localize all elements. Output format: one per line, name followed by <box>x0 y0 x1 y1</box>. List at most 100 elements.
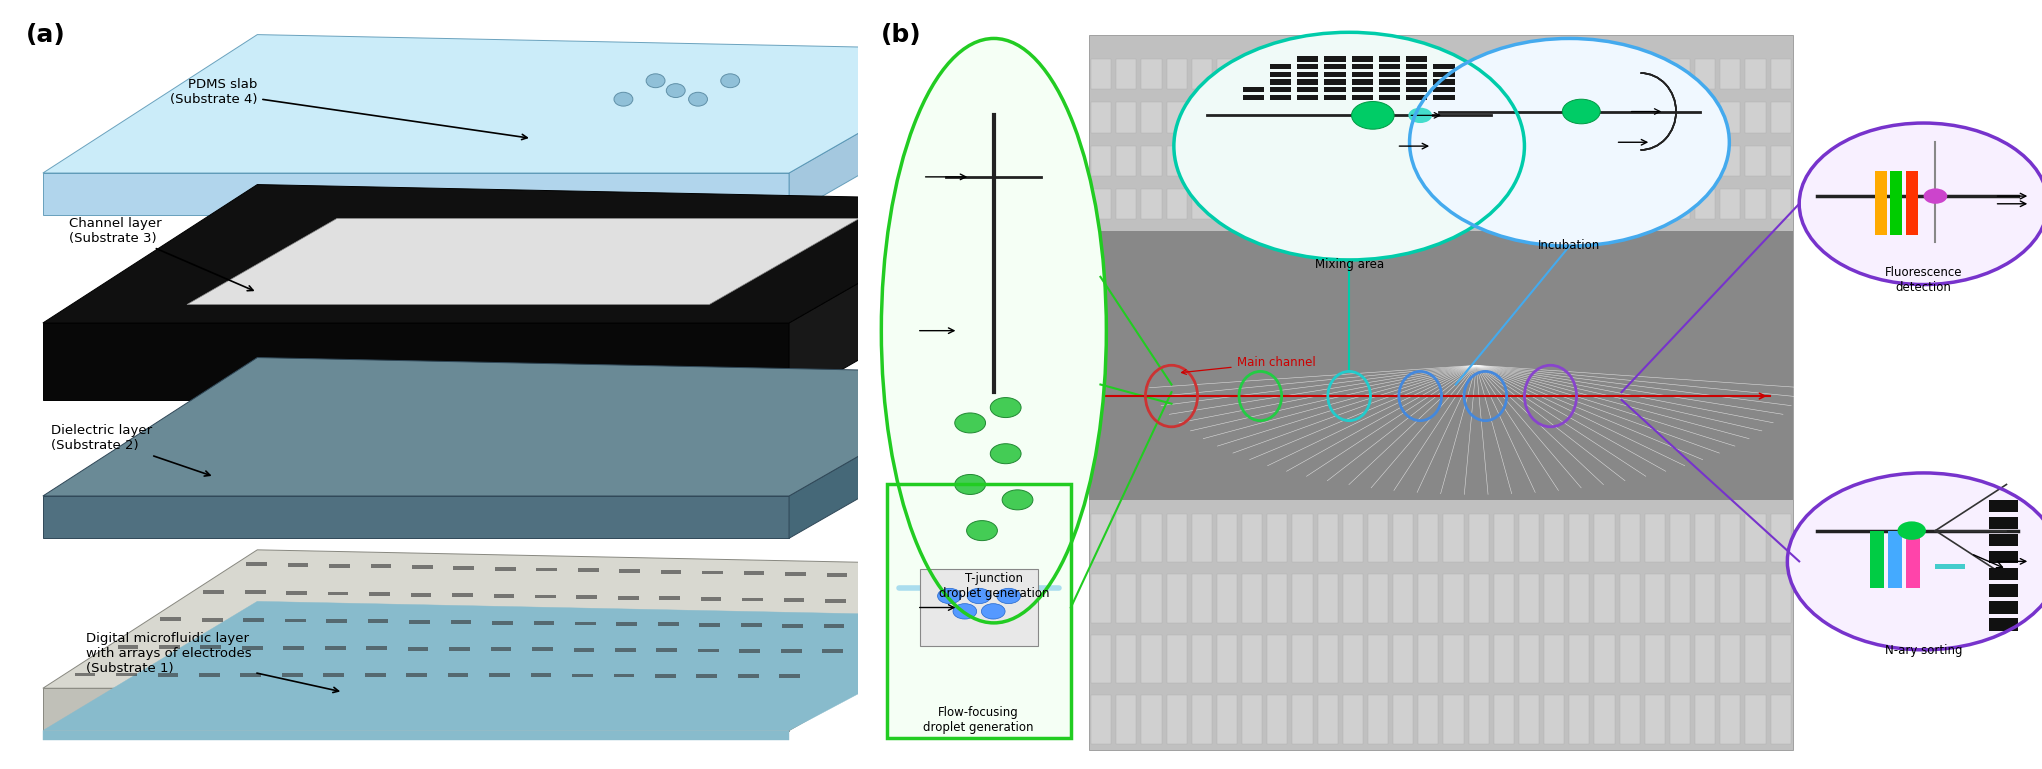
Bar <box>1368 634 1389 683</box>
Bar <box>118 645 139 649</box>
Bar <box>1544 145 1564 176</box>
Circle shape <box>1409 108 1431 123</box>
Bar <box>1433 72 1454 77</box>
Bar <box>1746 59 1766 89</box>
Bar <box>1090 145 1111 176</box>
Bar <box>613 674 635 677</box>
Bar <box>1468 102 1489 132</box>
Circle shape <box>968 588 990 604</box>
Bar <box>1468 59 1489 89</box>
Bar <box>1495 574 1513 623</box>
Bar <box>1090 189 1111 219</box>
Bar <box>737 674 760 677</box>
Bar <box>1519 634 1540 683</box>
Bar <box>1088 35 1793 750</box>
Bar <box>1378 87 1401 92</box>
Bar <box>1444 574 1464 623</box>
Bar <box>662 570 682 574</box>
Bar <box>784 598 805 602</box>
Polygon shape <box>188 218 860 305</box>
Bar <box>1393 145 1413 176</box>
Bar <box>1268 514 1286 562</box>
Bar <box>1352 64 1372 69</box>
Text: N-ary sorting: N-ary sorting <box>1885 644 1962 657</box>
Text: Digital microfluidic layer
with arrays of electrodes
(Substrate 1): Digital microfluidic layer with arrays o… <box>86 632 339 693</box>
Bar <box>116 673 137 677</box>
Bar <box>1770 102 1791 132</box>
Bar <box>1293 634 1313 683</box>
Bar <box>1989 534 2017 546</box>
Bar <box>1746 574 1766 623</box>
Circle shape <box>1409 38 1730 246</box>
Bar <box>1268 574 1286 623</box>
Bar <box>698 623 721 627</box>
Bar <box>1444 514 1464 562</box>
Bar <box>823 649 843 653</box>
Bar <box>1889 531 1903 588</box>
Bar <box>451 621 472 624</box>
Bar <box>1719 189 1740 219</box>
Bar <box>1090 634 1111 683</box>
Bar <box>1619 59 1640 89</box>
Bar <box>1746 634 1766 683</box>
Bar <box>1695 574 1715 623</box>
Bar <box>1090 695 1111 744</box>
Bar <box>578 568 598 572</box>
Bar <box>1344 695 1362 744</box>
Bar <box>1570 634 1589 683</box>
Bar <box>490 674 510 677</box>
Bar <box>1193 102 1211 132</box>
Bar <box>157 673 178 677</box>
Bar <box>531 674 551 677</box>
Bar <box>1495 189 1513 219</box>
Ellipse shape <box>645 74 666 88</box>
Polygon shape <box>43 323 788 400</box>
Bar <box>1644 514 1664 562</box>
Bar <box>1644 634 1664 683</box>
Bar <box>1519 695 1540 744</box>
Polygon shape <box>43 550 1003 688</box>
Bar <box>619 596 639 600</box>
Bar <box>1293 145 1313 176</box>
Bar <box>1619 634 1640 683</box>
Polygon shape <box>43 731 788 740</box>
Bar <box>1293 59 1313 89</box>
Bar <box>159 645 180 649</box>
Bar <box>1595 574 1615 623</box>
Bar <box>1268 634 1286 683</box>
Bar <box>1141 514 1162 562</box>
Bar <box>823 624 845 628</box>
Polygon shape <box>788 200 1003 400</box>
Bar <box>1166 574 1186 623</box>
Bar <box>1644 102 1664 132</box>
Circle shape <box>1174 32 1525 260</box>
Bar <box>1419 145 1438 176</box>
Bar <box>576 595 596 599</box>
Bar <box>1193 145 1211 176</box>
Bar <box>1270 95 1291 100</box>
Bar <box>1619 189 1640 219</box>
Bar <box>1242 634 1262 683</box>
Bar <box>1433 79 1454 85</box>
Bar <box>1293 574 1313 623</box>
Bar <box>327 591 349 595</box>
Polygon shape <box>43 35 1003 173</box>
Bar <box>1393 574 1413 623</box>
Bar <box>406 673 427 677</box>
Bar <box>247 562 268 566</box>
Bar <box>200 645 221 649</box>
Bar <box>1989 517 2017 529</box>
Bar <box>1317 189 1338 219</box>
Text: Incubation: Incubation <box>1538 239 1601 252</box>
Bar <box>284 646 304 650</box>
Bar <box>1352 95 1372 100</box>
Circle shape <box>954 604 976 619</box>
Bar <box>408 647 429 651</box>
Bar <box>1544 189 1564 219</box>
Bar <box>1268 189 1286 219</box>
Bar <box>780 649 803 653</box>
Bar <box>241 673 261 677</box>
Bar <box>1166 102 1186 132</box>
Bar <box>1695 59 1715 89</box>
Bar <box>1433 64 1454 69</box>
